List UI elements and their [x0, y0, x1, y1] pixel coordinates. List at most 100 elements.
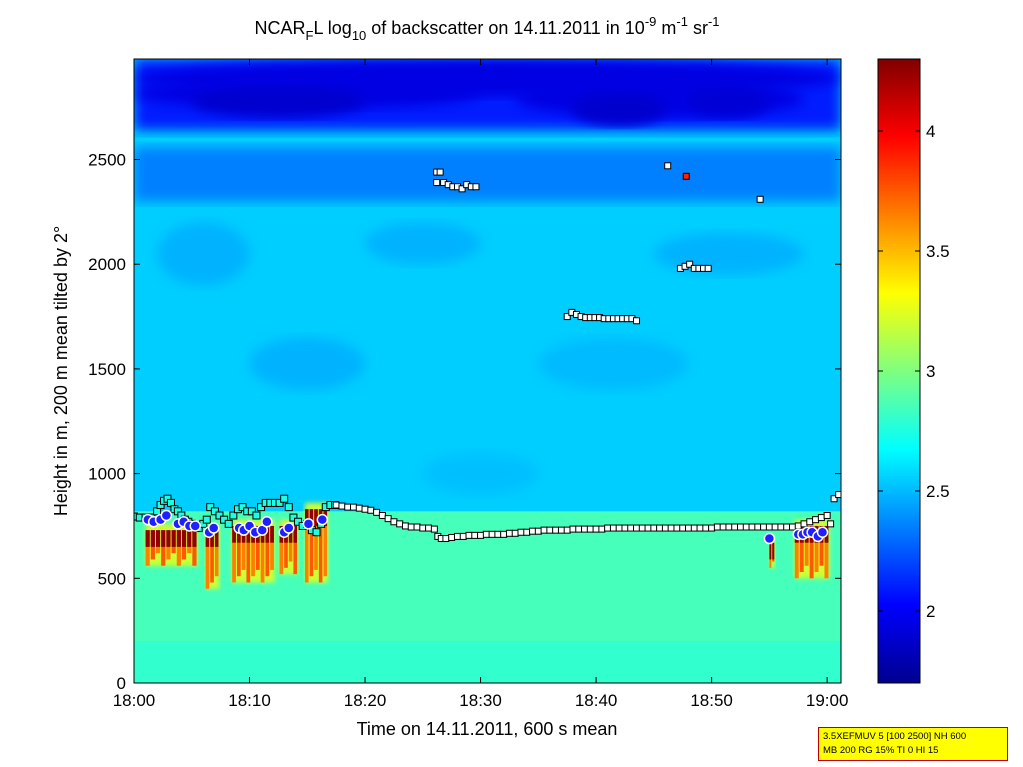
- cloud-base-marker: [316, 513, 329, 526]
- plume-column: [279, 525, 284, 575]
- x-tick-label: 18:40: [575, 691, 618, 710]
- plume-core: [772, 542, 775, 560]
- layer-top-marker: [312, 528, 321, 537]
- boundary-layer-marker: [355, 504, 363, 512]
- elevated-layer-marker: [664, 162, 672, 170]
- boundary-layer-marker: [557, 526, 565, 534]
- plume-core: [192, 530, 197, 547]
- boundary-layer-marker: [523, 528, 531, 536]
- plume-core: [145, 530, 150, 547]
- elevated-layer-marker: [563, 313, 571, 321]
- y-tick-label: 2500: [88, 151, 126, 170]
- layer-top-marker: [247, 507, 256, 516]
- plume-core: [181, 530, 187, 547]
- boundary-layer-marker: [338, 502, 346, 510]
- plume-column: [288, 525, 293, 562]
- boundary-layer-marker: [661, 524, 669, 532]
- x-tick-label: 19:00: [806, 691, 849, 710]
- layer-top-marker: [294, 517, 303, 526]
- plot-frame: [133, 58, 842, 684]
- boundary-layer-marker: [459, 532, 467, 540]
- plume-core: [270, 525, 274, 543]
- title-part: -1: [676, 14, 688, 29]
- boundary-layer-marker: [477, 531, 485, 539]
- title-part: F: [306, 28, 314, 43]
- boundary-layer-marker: [373, 508, 381, 516]
- boundary-layer-marker: [471, 531, 479, 539]
- boundary-layer-marker: [552, 526, 560, 534]
- plume-core: [236, 525, 241, 543]
- boundary-layer-marker: [713, 523, 721, 531]
- layer-top-marker: [257, 503, 266, 512]
- plume-core: [314, 509, 318, 526]
- plume-column: [309, 509, 314, 577]
- boundary-layer-marker: [332, 501, 340, 509]
- highlight-marker: [682, 172, 690, 180]
- layer-top-marker: [275, 498, 284, 507]
- colorbar-tick-label: 2.5: [926, 482, 950, 501]
- boundary-layer-marker: [638, 524, 646, 532]
- plume-core: [150, 530, 155, 547]
- info-box: 3.5XEFMUV 5 [100 2500] NH 600 MB 200 RG …: [818, 727, 1008, 761]
- layer-top-marker: [215, 511, 224, 520]
- layer-top-marker: [229, 511, 238, 520]
- boundary-layer-marker: [581, 525, 589, 533]
- boundary-layer-marker: [615, 524, 623, 532]
- boundary-layer-marker: [529, 527, 537, 535]
- plume-column: [794, 525, 799, 579]
- boundary-layer-marker: [465, 531, 473, 539]
- plume-column: [205, 530, 210, 589]
- layer-top-marker: [238, 503, 247, 512]
- y-axis: 0 500 1000 1500 2000 2500: [88, 151, 841, 693]
- elevated-layer-marker: [686, 260, 694, 268]
- boundary-layer-marker: [401, 522, 409, 530]
- plume-column: [176, 530, 181, 566]
- x-tick-label: 18:30: [459, 691, 502, 710]
- boundary-layer-marker: [627, 524, 635, 532]
- boundary-layer-marker: [771, 523, 779, 531]
- boundary-layer-marker: [644, 524, 652, 532]
- y-tick-label: 1000: [88, 465, 126, 484]
- plume-column: [293, 525, 298, 575]
- x-tick-label: 18:10: [228, 691, 271, 710]
- cloud-base-marker: [302, 518, 315, 530]
- title-part: NCAR: [254, 18, 305, 38]
- boundary-layer-marker: [731, 523, 739, 531]
- info-line-2: MB 200 RG 15% TI 0 HI 15: [823, 745, 939, 756]
- plume-column: [192, 530, 197, 566]
- cloud-base-marker: [261, 516, 273, 528]
- elevated-layer-marker: [633, 317, 641, 325]
- boundary-layer-marker: [633, 524, 641, 532]
- plume-core: [210, 530, 214, 547]
- boundary-layer-marker: [592, 525, 600, 533]
- plume-column: [241, 525, 246, 570]
- plume-column: [232, 525, 236, 583]
- boundary-layer-marker: [800, 520, 808, 528]
- backscatter-field: [134, 59, 841, 683]
- field-dark-patch: [572, 92, 666, 127]
- colorbar-scale: [877, 58, 921, 684]
- boundary-layer-marker: [690, 524, 698, 532]
- boundary-layer-marker: [598, 525, 606, 533]
- title-part: -1: [708, 14, 720, 29]
- boundary-layer-marker: [685, 524, 693, 532]
- field-mid-patch: [538, 337, 689, 390]
- boundary-layer-marker: [696, 524, 704, 532]
- plume-core: [265, 525, 270, 543]
- boundary-layer-marker: [708, 524, 716, 532]
- x-tick-label: 18:50: [690, 691, 733, 710]
- boundary-layer-marker: [823, 511, 831, 519]
- boundary-layer-marker: [621, 524, 629, 532]
- plume-core: [769, 542, 772, 560]
- boundary-layer-marker: [442, 535, 450, 543]
- elevated-layer-marker: [458, 185, 466, 193]
- plume-core: [214, 530, 219, 547]
- boundary-layer-marker: [650, 524, 658, 532]
- plume-column: [210, 530, 214, 583]
- colorbar-tick-label: 3.5: [926, 242, 950, 261]
- boundary-layer-marker: [817, 514, 825, 522]
- elevated-layer-marker: [756, 195, 764, 203]
- field-mid-patch: [249, 337, 366, 390]
- boundary-layer-marker: [563, 526, 571, 534]
- boundary-layer-marker: [344, 503, 352, 511]
